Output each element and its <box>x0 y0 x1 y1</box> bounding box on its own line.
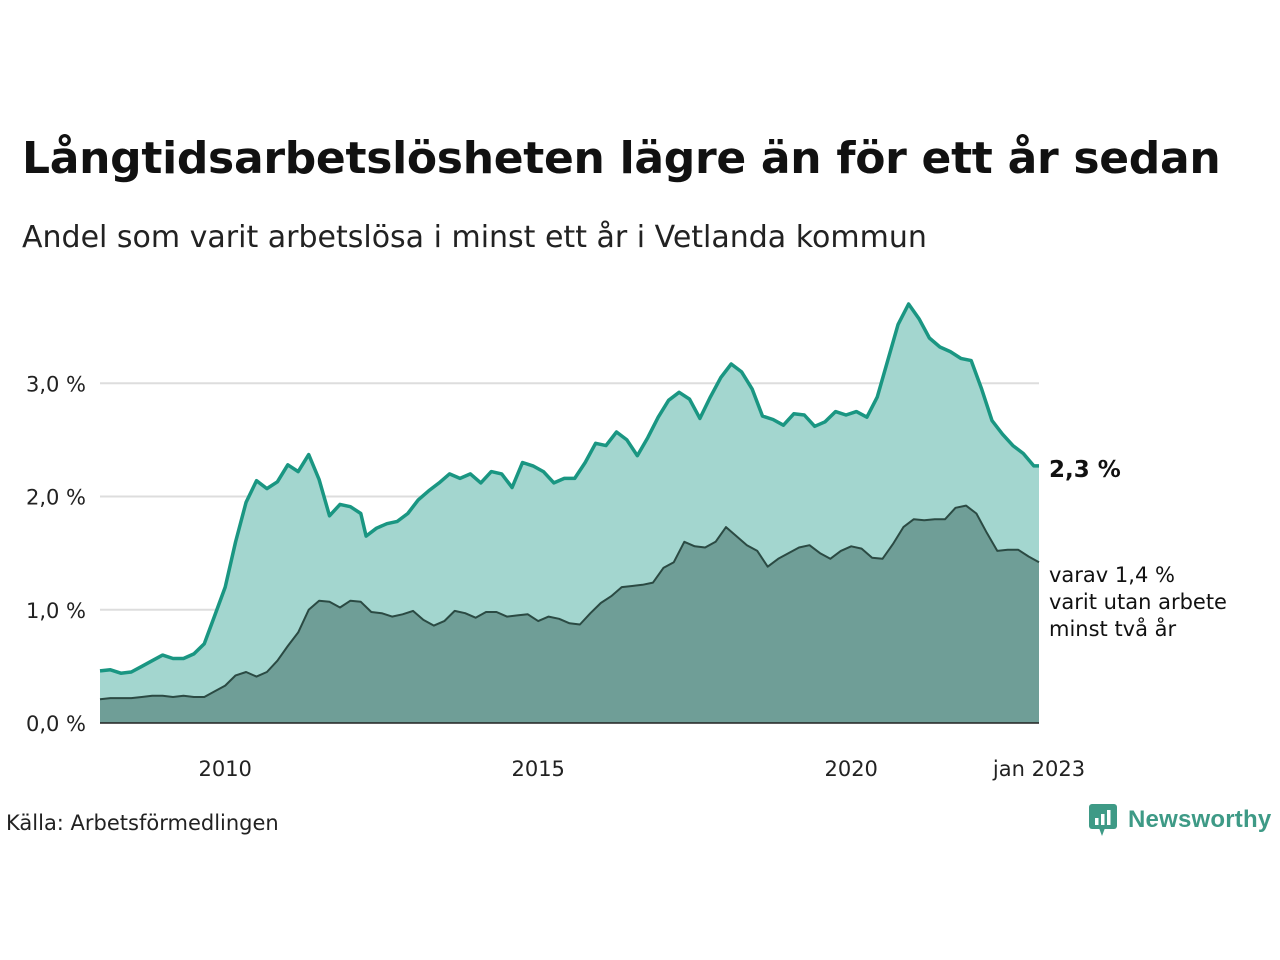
x-tick-label: 2020 <box>824 757 877 781</box>
newsworthy-logo-icon <box>1089 804 1117 836</box>
series-2-end-label: varit utan arbete <box>1049 590 1227 614</box>
series-2-line <box>99 504 1040 701</box>
series-2-end-label: minst två år <box>1049 616 1177 641</box>
y-tick-label: 0,0 % <box>26 712 86 736</box>
y-tick-label: 1,0 % <box>26 599 86 623</box>
chart-subtitle: Andel som varit arbetslösa i minst ett å… <box>22 220 927 255</box>
x-tick-label: jan 2023 <box>992 757 1085 781</box>
series-1-end-label: 2,3 % <box>1049 457 1121 483</box>
series-2-area <box>100 505 1039 723</box>
series-2-end-label: varav 1,4 % <box>1049 563 1175 587</box>
y-tick-label: 3,0 % <box>26 372 86 396</box>
source-note: Källa: Arbetsförmedlingen <box>6 811 279 835</box>
brand: Newsworthy <box>1088 803 1271 837</box>
x-tick-label: 2010 <box>198 757 251 781</box>
series-1-line <box>99 302 1039 675</box>
brand-name: Newsworthy <box>1128 806 1272 833</box>
chart-title: Långtidsarbetslösheten lägre än för ett … <box>22 133 1221 184</box>
y-tick-label: 2,0 % <box>26 486 86 510</box>
x-tick-label: 2015 <box>511 757 564 781</box>
